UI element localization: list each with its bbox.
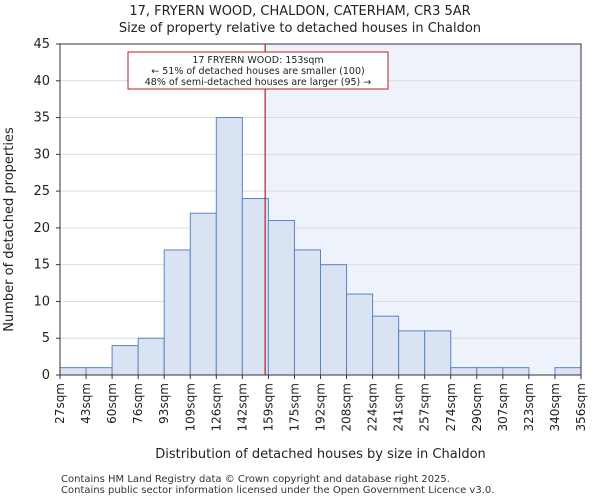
x-tick-label: 76sqm (131, 383, 145, 424)
x-tick-label: 175sqm (287, 383, 301, 431)
x-tick-label: 208sqm (340, 383, 354, 431)
y-tick-label: 15 (33, 258, 50, 273)
histogram-bar[interactable] (398, 330, 426, 376)
histogram-bar[interactable] (59, 367, 87, 376)
y-tick-label: 45 (33, 37, 50, 52)
x-tick-label: 60sqm (105, 383, 119, 424)
x-tick-label: 93sqm (157, 383, 171, 424)
annotation-line3: 48% of semi-detached houses are larger (… (145, 77, 372, 88)
histogram-bar[interactable] (320, 264, 348, 376)
x-axis-label: Distribution of detached houses by size … (155, 447, 486, 462)
histogram-bar[interactable] (476, 367, 504, 376)
histogram-bar[interactable] (554, 367, 582, 376)
x-tick-label: 274sqm (444, 383, 458, 431)
histogram-bar[interactable] (502, 367, 530, 376)
x-tick-label: 43sqm (79, 383, 93, 424)
histogram-bar[interactable] (215, 117, 243, 376)
histogram-chart: 0 5 10 15 20 25 30 35 40 45 27sqm 43sqm 60sqm 76sqm 93… (2, 37, 588, 462)
y-tick-label: 0 (42, 368, 50, 383)
y-tick-label: 40 (33, 74, 50, 89)
y-tick-label: 25 (33, 184, 50, 199)
annotation-line1: 17 FRYERN WOOD: 153sqm (192, 55, 323, 66)
histogram-bar[interactable] (450, 367, 478, 376)
y-tick-label: 35 (33, 111, 50, 126)
histogram-bar[interactable] (346, 293, 374, 376)
x-tick-label: 109sqm (183, 383, 197, 431)
x-tick-label: 257sqm (418, 383, 432, 431)
histogram-bar[interactable] (293, 249, 322, 376)
histogram-bar[interactable] (189, 212, 217, 376)
footer-line1: Contains HM Land Registry data © Crown c… (61, 474, 450, 485)
x-tick-label: 241sqm (392, 383, 406, 431)
histogram-bar[interactable] (372, 315, 400, 376)
x-tick-label: 142sqm (235, 383, 249, 431)
x-tick-label: 27sqm (53, 383, 67, 424)
x-tick-label: 159sqm (261, 383, 275, 431)
annotation-box (127, 51, 389, 90)
y-axis-label: Number of detached properties (2, 127, 17, 332)
x-tick-label: 340sqm (548, 383, 562, 431)
histogram-bar[interactable] (424, 330, 452, 376)
x-tick-label: 224sqm (366, 383, 380, 431)
histogram-bar[interactable] (137, 337, 165, 376)
chart-title-line2: Size of property relative to detached ho… (118, 21, 482, 36)
y-tick-label: 5 (42, 331, 50, 346)
histogram-bar[interactable] (111, 345, 139, 376)
x-tick-label: 192sqm (314, 383, 328, 431)
histogram-bar[interactable] (267, 220, 295, 376)
annotation-line2: ← 51% of detached houses are smaller (10… (151, 66, 364, 77)
x-tick-label: 356sqm (574, 383, 588, 431)
histogram-bar[interactable] (85, 367, 113, 376)
y-tick-label: 20 (33, 221, 50, 236)
chart-title-line1: 17, FRYERN WOOD, CHALDON, CATERHAM, CR3 … (129, 4, 471, 19)
y-tick-label: 10 (33, 294, 50, 309)
x-tick-label: 307sqm (496, 383, 510, 431)
x-tick-label: 323sqm (522, 383, 536, 431)
x-tick-label: 126sqm (209, 383, 223, 431)
histogram-bar[interactable] (163, 249, 191, 376)
x-tick-label: 290sqm (470, 383, 484, 431)
y-tick-label: 30 (33, 147, 50, 162)
histogram-bar[interactable] (241, 197, 269, 376)
footer-line2: Contains public sector information licen… (61, 485, 495, 496)
